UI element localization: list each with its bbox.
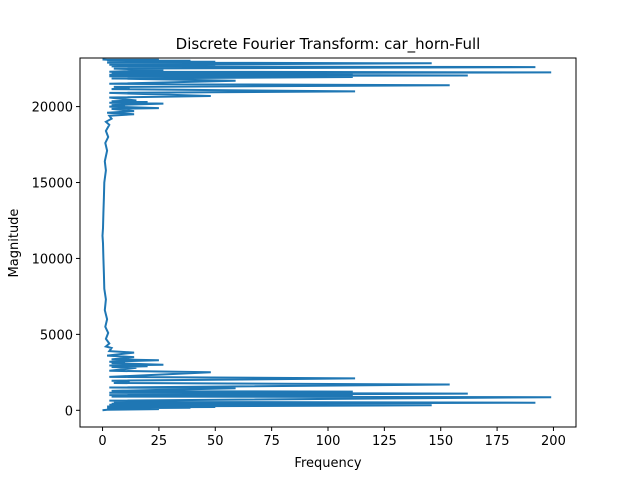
x-tick-label: 175 <box>485 434 510 449</box>
x-tick-label: 200 <box>541 434 566 449</box>
x-tick-label: 100 <box>316 434 341 449</box>
y-axis-label: Magnitude <box>7 209 22 278</box>
y-tick-label: 5000 <box>40 328 73 343</box>
x-tick-label: 25 <box>151 434 168 449</box>
chart-title: Discrete Fourier Transform: car_horn-Ful… <box>176 35 481 54</box>
x-tick-label: 0 <box>98 434 106 449</box>
x-tick-label: 150 <box>428 434 453 449</box>
y-axis: 0 5000 10000 15000 20000 <box>32 101 80 419</box>
x-axis-label: Frequency <box>294 456 361 471</box>
series-line-0 <box>101 58 552 412</box>
x-tick-label: 125 <box>372 434 397 449</box>
y-tick-label: 0 <box>65 404 73 419</box>
y-tick-label: 15000 <box>32 177 73 192</box>
y-tick-label: 20000 <box>32 101 73 116</box>
x-tick-label: 50 <box>207 434 224 449</box>
plot-area <box>101 58 552 412</box>
x-tick-label: 75 <box>263 434 280 449</box>
x-axis: 0 25 50 75 100 125 150 175 200 <box>98 427 566 449</box>
y-tick-label: 10000 <box>32 252 73 267</box>
